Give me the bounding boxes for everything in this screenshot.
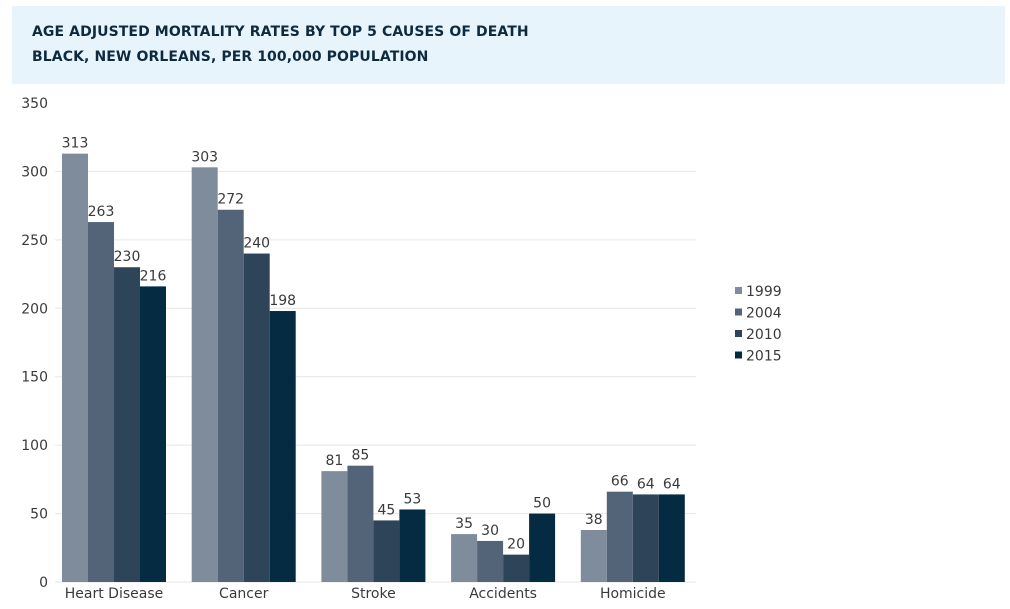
bar	[632, 494, 659, 582]
bar	[217, 209, 244, 582]
bars	[62, 153, 685, 583]
x-category-label: Accidents	[469, 586, 537, 602]
legend-label: 1999	[746, 284, 782, 300]
x-axis-categories: Heart Disease Cancer Stroke Accidents Homici…	[65, 586, 666, 602]
legend-label: 2015	[746, 349, 782, 365]
legend-swatch	[735, 351, 742, 359]
x-category-label: Cancer	[219, 586, 269, 602]
data-label: 198	[269, 293, 296, 309]
data-label: 303	[191, 149, 218, 165]
data-label: 30	[481, 523, 499, 539]
bar	[269, 311, 296, 582]
data-label: 66	[611, 474, 629, 490]
data-label: 216	[140, 268, 167, 284]
data-label: 50	[533, 496, 551, 512]
data-label: 64	[663, 476, 681, 492]
bar	[321, 471, 348, 582]
data-label: 20	[507, 537, 525, 553]
data-labels: 313 263 230 216 303 272 240 198 81 85 45 53 35 30 20 50…	[62, 136, 681, 553]
data-label: 35	[455, 516, 473, 532]
bar	[243, 253, 270, 583]
bar	[373, 520, 400, 582]
chart-subtitle: BLACK, NEW ORLEANS, PER 100,000 POPULATI…	[32, 49, 429, 65]
data-label: 53	[403, 491, 421, 507]
data-label: 38	[585, 512, 603, 528]
bar	[451, 534, 478, 582]
legend-label: 2010	[746, 327, 782, 343]
data-label: 313	[62, 136, 89, 152]
bar	[114, 267, 140, 582]
bar	[580, 529, 607, 582]
bar	[62, 153, 88, 582]
data-label: 81	[325, 453, 343, 469]
bar	[88, 222, 114, 582]
y-tick-label: 0	[39, 575, 48, 591]
legend: 1999 2004 2010 2015	[735, 284, 782, 365]
data-label: 64	[637, 476, 655, 492]
bar	[606, 491, 633, 582]
chart-title-banner: AGE ADJUSTED MORTALITY RATES BY TOP 5 CA…	[12, 6, 1005, 84]
x-category-label: Heart Disease	[65, 586, 163, 602]
data-label: 263	[88, 204, 115, 220]
y-axis-ticks: 0 50 100 150 200 250 300 350	[21, 96, 48, 591]
y-tick-label: 300	[21, 164, 48, 180]
bar	[399, 509, 426, 582]
legend-swatch	[735, 330, 742, 337]
chart-title: AGE ADJUSTED MORTALITY RATES BY TOP 5 CA…	[32, 24, 529, 40]
x-category-label: Stroke	[351, 586, 396, 602]
bar	[503, 554, 530, 582]
y-tick-label: 250	[21, 233, 48, 249]
data-label: 230	[114, 249, 141, 265]
legend-swatch	[735, 287, 742, 294]
bar	[191, 167, 218, 582]
bar	[658, 494, 685, 582]
data-label: 272	[217, 192, 244, 208]
data-label: 240	[243, 236, 270, 252]
legend-label: 2004	[746, 306, 782, 322]
y-tick-label: 350	[21, 96, 48, 112]
bar	[477, 540, 504, 582]
y-tick-label: 150	[21, 370, 48, 386]
bar	[347, 465, 374, 582]
y-tick-label: 100	[21, 438, 48, 454]
y-tick-label: 200	[21, 301, 48, 317]
bar	[529, 513, 556, 582]
bar	[140, 286, 166, 582]
data-label: 85	[351, 448, 369, 464]
x-category-label: Homicide	[600, 586, 666, 602]
data-label: 45	[377, 502, 395, 518]
legend-swatch	[735, 308, 742, 316]
y-tick-label: 50	[30, 507, 48, 523]
